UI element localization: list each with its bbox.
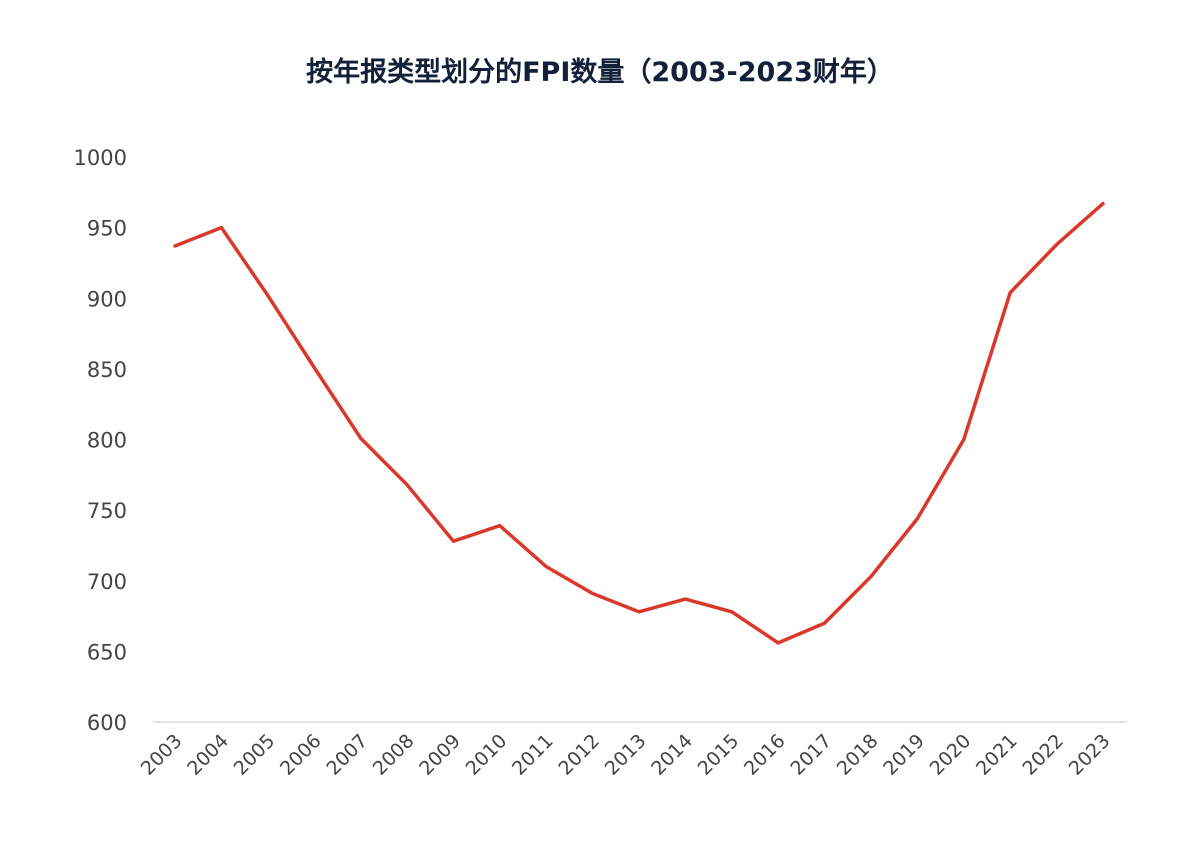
x-tick-label: 2019	[879, 730, 929, 780]
x-tick-label: 2010	[462, 730, 512, 780]
x-tick-label: 2008	[369, 730, 419, 780]
y-tick-label: 600	[87, 711, 127, 735]
y-tick-label: 750	[87, 499, 127, 523]
x-tick-label: 2004	[183, 730, 233, 780]
y-tick-label: 850	[87, 358, 127, 382]
x-tick-label: 2003	[137, 730, 187, 780]
x-tick-label: 2015	[694, 730, 744, 780]
x-tick-label: 2014	[647, 730, 697, 780]
x-tick-label: 2013	[601, 730, 651, 780]
data-line	[173, 201, 1105, 645]
x-tick-label: 2005	[230, 730, 280, 780]
y-tick-label: 1000	[74, 146, 127, 170]
x-tick-label: 2011	[508, 730, 558, 780]
x-tick-label: 2018	[833, 730, 883, 780]
x-tick-label: 2020	[926, 730, 976, 780]
x-tick-label: 2009	[415, 730, 465, 780]
x-tick-label: 2022	[1018, 730, 1068, 780]
y-tick-label: 700	[87, 570, 127, 594]
y-tick-label: 900	[87, 287, 127, 311]
x-tick-label: 2023	[1065, 730, 1115, 780]
x-tick-label: 2016	[740, 730, 790, 780]
y-tick-label: 950	[87, 217, 127, 241]
x-tick-label: 2006	[276, 730, 326, 780]
x-axis: 2003200420052006200720082009201020112012…	[137, 730, 1115, 780]
x-tick-label: 2007	[322, 730, 372, 780]
y-tick-label: 650	[87, 640, 127, 664]
x-tick-label: 2021	[972, 730, 1022, 780]
y-axis: 600 650 700 750 800 850 900 950 1000	[74, 146, 127, 735]
y-tick-label: 800	[87, 429, 127, 453]
x-tick-label: 2017	[786, 730, 836, 780]
chart-title: 按年报类型划分的FPI数量（2003-2023财年）	[306, 57, 894, 88]
x-tick-label: 2012	[554, 730, 604, 780]
